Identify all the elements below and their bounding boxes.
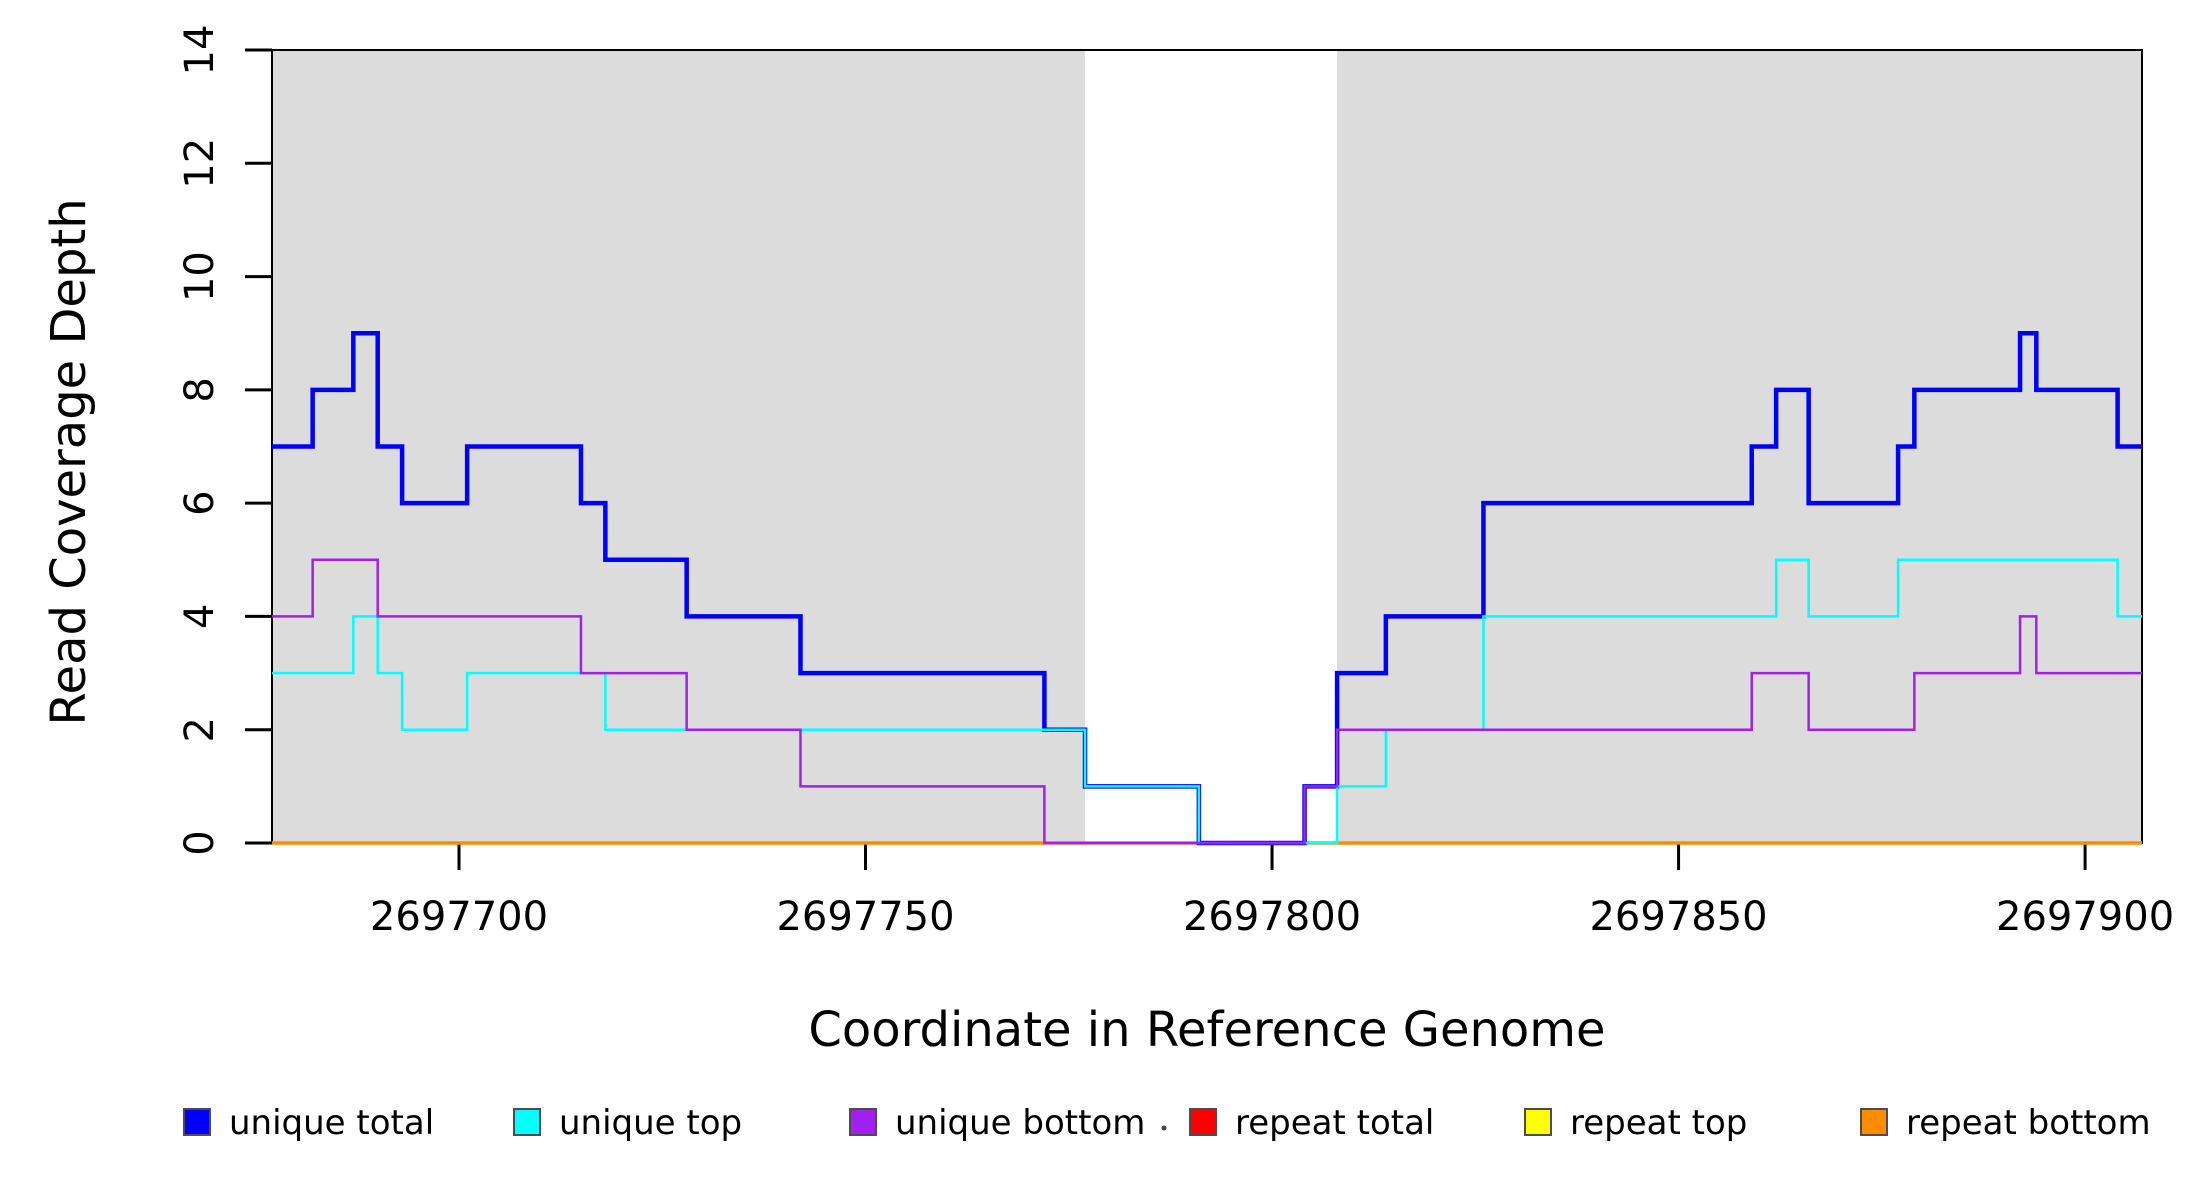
y-axis-title: Read Coverage Depth (41, 198, 97, 725)
legend-label-repeat-top: repeat top (1570, 1103, 1747, 1143)
series-layer (272, 330, 2142, 846)
legend-swatch-unique-top (513, 1108, 541, 1136)
x-tick-label: 2697700 (370, 894, 548, 940)
x-axis-title: Coordinate in Reference Genome (808, 1002, 1605, 1058)
legend-swatch-repeat-top (1524, 1108, 1552, 1136)
y-tick-label: 2 (177, 717, 223, 742)
legend-label-repeat-bottom: repeat bottom (1906, 1103, 2151, 1143)
stray-dot (1161, 1125, 1167, 1131)
legend-label-unique-total: unique total (229, 1103, 434, 1143)
shaded-regions-layer (272, 50, 2142, 843)
legend: unique total unique top unique bottom repea… (183, 1103, 2151, 1143)
legend-swatch-unique-total (183, 1108, 211, 1136)
y-tick-label: 10 (177, 251, 223, 302)
x-tick-label: 2697900 (1996, 894, 2174, 940)
shaded-region (1337, 50, 2142, 843)
legend-label-unique-top: unique top (559, 1103, 742, 1143)
y-tick-label: 14 (177, 25, 223, 76)
legend-swatch-repeat-total (1189, 1108, 1217, 1136)
series-unique-bottom (272, 558, 2142, 845)
x-tick-label: 2697800 (1183, 894, 1361, 940)
x-tick-label: 2697750 (776, 894, 954, 940)
legend-swatch-repeat-bottom (1860, 1108, 1888, 1136)
y-tick-label: 4 (177, 604, 223, 629)
legend-label-repeat-total: repeat total (1235, 1103, 1434, 1143)
y-tick-label: 8 (177, 377, 223, 402)
y-tick-label: 6 (177, 490, 223, 515)
x-tick-label: 2697850 (1589, 894, 1767, 940)
axes-layer: 2697700 2697750 2697800 2697850 2697900 0 2 4 6 8… (177, 25, 2174, 940)
y-tick-label: 0 (177, 830, 223, 855)
legend-label-unique-bottom: unique bottom (895, 1103, 1145, 1143)
shaded-region (272, 50, 1086, 843)
legend-swatch-unique-bottom (849, 1108, 877, 1136)
y-tick-label: 12 (177, 138, 223, 189)
